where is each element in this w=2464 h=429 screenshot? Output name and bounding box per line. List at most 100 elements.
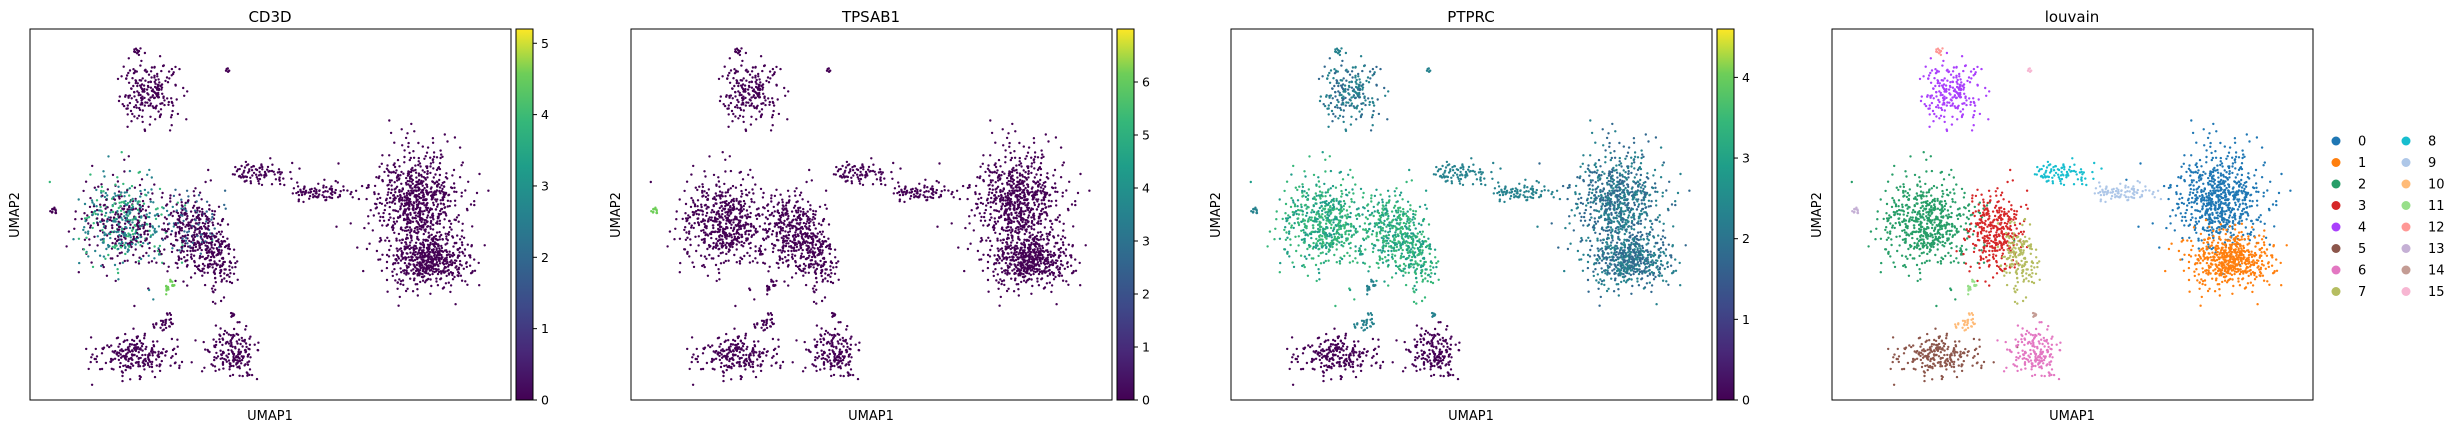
cell-point bbox=[443, 206, 446, 209]
cell-point bbox=[997, 249, 1000, 253]
cell-point bbox=[144, 217, 148, 220]
cell-point bbox=[198, 247, 201, 250]
cell-point bbox=[436, 203, 440, 206]
cell-point bbox=[386, 164, 389, 167]
cell-point bbox=[121, 261, 125, 264]
cell-point bbox=[406, 266, 409, 269]
cell-point bbox=[194, 219, 197, 222]
cell-point bbox=[470, 245, 473, 248]
cell-point bbox=[85, 236, 88, 239]
cell-point bbox=[1000, 174, 1003, 177]
cell-point bbox=[118, 95, 122, 98]
cell-point bbox=[170, 211, 173, 215]
cell-point bbox=[194, 229, 197, 232]
cell-point bbox=[119, 204, 122, 208]
cell-point bbox=[724, 158, 727, 161]
cell-point bbox=[136, 117, 139, 120]
cell-point bbox=[201, 210, 204, 214]
cell-point bbox=[414, 217, 417, 220]
cell-point bbox=[104, 361, 108, 365]
cell-point bbox=[125, 210, 128, 214]
cell-point bbox=[375, 249, 379, 253]
cell-point bbox=[416, 212, 420, 215]
cell-point bbox=[176, 112, 180, 116]
cell-point bbox=[156, 340, 159, 343]
cell-point bbox=[147, 254, 150, 257]
cell-point bbox=[1001, 198, 1004, 202]
cell-point bbox=[221, 218, 224, 221]
cell-point bbox=[432, 191, 435, 194]
cell-point bbox=[1055, 218, 1059, 222]
cell-point bbox=[399, 205, 402, 208]
cell-point bbox=[109, 357, 113, 361]
cell-point bbox=[160, 359, 163, 363]
cell-point bbox=[1016, 206, 1020, 210]
cell-point bbox=[48, 180, 51, 184]
cell-point bbox=[135, 98, 138, 102]
cell-point bbox=[429, 264, 432, 267]
cell-point bbox=[718, 206, 721, 210]
cell-point bbox=[95, 360, 99, 364]
cell-point bbox=[717, 210, 720, 213]
cell-point bbox=[189, 276, 193, 279]
cell-point bbox=[230, 341, 233, 344]
cell-point bbox=[1004, 155, 1007, 159]
cell-point bbox=[1044, 133, 1048, 136]
cell-point bbox=[200, 370, 204, 373]
cell-point bbox=[208, 208, 211, 211]
cell-point bbox=[421, 254, 425, 257]
cell-point bbox=[236, 278, 239, 281]
cell-point bbox=[186, 90, 189, 93]
cell-point bbox=[417, 160, 420, 163]
cell-point bbox=[1044, 218, 1047, 221]
cell-point bbox=[436, 220, 439, 223]
cell-point bbox=[244, 350, 247, 353]
cell-point bbox=[144, 193, 147, 196]
cell-point bbox=[393, 222, 397, 225]
cell-point bbox=[260, 164, 263, 167]
cell-point bbox=[453, 261, 457, 265]
cell-point bbox=[437, 244, 440, 247]
cell-point bbox=[168, 312, 171, 315]
cell-point bbox=[456, 234, 459, 237]
cell-point bbox=[1017, 253, 1020, 256]
cell-point bbox=[127, 155, 130, 158]
cell-point bbox=[1039, 219, 1043, 222]
cell-point bbox=[232, 364, 235, 368]
cell-point bbox=[714, 246, 718, 249]
cell-point bbox=[396, 216, 400, 219]
cell-point bbox=[120, 370, 124, 373]
cell-point bbox=[148, 365, 151, 368]
cell-point bbox=[411, 187, 414, 190]
cell-point bbox=[101, 194, 104, 197]
cell-point bbox=[227, 342, 231, 345]
cell-point bbox=[435, 231, 439, 234]
cell-point bbox=[211, 209, 214, 213]
cell-point bbox=[448, 250, 451, 253]
cell-point bbox=[380, 269, 384, 272]
cell-point bbox=[153, 80, 156, 84]
cell-point bbox=[427, 258, 430, 261]
cell-point bbox=[394, 191, 397, 194]
cell-point bbox=[447, 268, 450, 272]
cell-point bbox=[210, 232, 214, 235]
cell-point bbox=[422, 196, 425, 199]
cell-point bbox=[1004, 199, 1007, 202]
cell-point bbox=[725, 246, 728, 250]
cell-point bbox=[1030, 171, 1033, 175]
cell-point bbox=[1014, 254, 1018, 257]
cell-point bbox=[453, 190, 456, 193]
cell-point bbox=[405, 271, 408, 274]
cell-point bbox=[999, 248, 1002, 251]
cell-point bbox=[390, 188, 393, 191]
cell-point bbox=[244, 363, 247, 366]
cell-point bbox=[395, 273, 398, 276]
cell-point bbox=[130, 343, 134, 346]
cell-point bbox=[116, 180, 120, 183]
cell-point bbox=[755, 217, 759, 221]
cell-point bbox=[451, 236, 455, 239]
cell-point bbox=[196, 267, 200, 271]
cell-point bbox=[994, 198, 997, 202]
cell-point bbox=[1034, 253, 1037, 256]
cell-point bbox=[105, 198, 108, 201]
